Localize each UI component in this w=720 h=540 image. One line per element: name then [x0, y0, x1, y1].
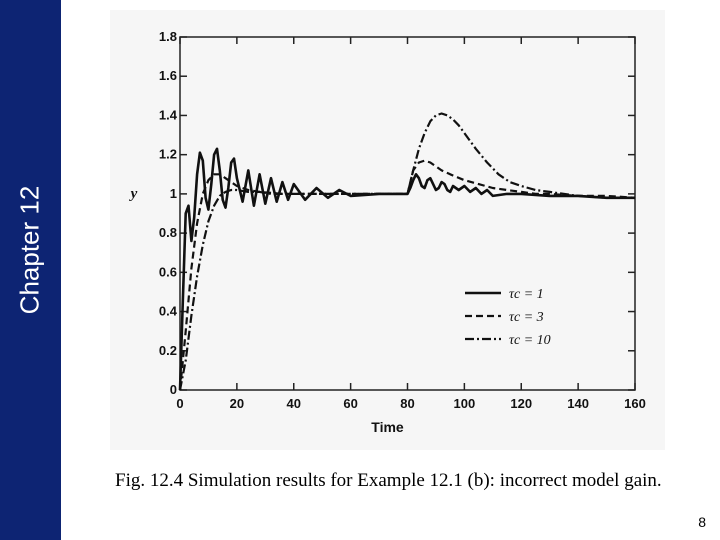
y-tick-label: 1.8: [159, 29, 177, 44]
y-axis-label: y: [129, 186, 138, 202]
chapter-label: Chapter 12: [14, 185, 45, 315]
y-tick-label: 1: [170, 186, 177, 201]
series-line-1: [178, 147, 635, 391]
y-tick-label: 0: [170, 382, 177, 397]
y-tick-label: 0.6: [159, 264, 177, 279]
y-tick-label: 0.2: [159, 343, 177, 358]
page-number: 8: [698, 514, 706, 530]
legend-label-1: τc = 1: [509, 287, 544, 302]
y-tick-label: 1.6: [159, 68, 177, 83]
x-tick-label: 60: [343, 396, 357, 411]
series-line-3: [178, 112, 635, 391]
legend-label-3: τc = 10: [509, 333, 551, 348]
x-tick-label: 160: [624, 396, 646, 411]
y-tick-label: 0.8: [159, 225, 177, 240]
figure-caption: Fig. 12.4 Simulation results for Example…: [115, 470, 662, 491]
y-tick-label: 1.4: [159, 107, 178, 122]
plot-frame: [179, 36, 636, 391]
series-line-2: [178, 159, 636, 391]
x-tick-label: 80: [400, 396, 414, 411]
legend-label-2: τc = 3: [509, 310, 544, 325]
y-tick-label: 0.4: [159, 304, 178, 319]
chapter-sidebar: Chapter 12: [0, 0, 61, 540]
x-tick-label: 120: [510, 396, 532, 411]
y-tick-label: 1.2: [159, 147, 177, 162]
simulation-chart: 0 0.2 0.4 0.6 0.8 1 1.2 1.4 1.6 1.8 0 20 40 60 80 100 12…: [129, 29, 646, 435]
x-tick-label: 100: [454, 396, 476, 411]
figure-panel: 0 0.2 0.4 0.6 0.8 1 1.2 1.4 1.6 1.8 0 20 40 60 80 100 12…: [110, 10, 665, 450]
x-tick-label: 140: [567, 396, 589, 411]
x-tick-label: 0: [176, 396, 183, 411]
x-tick-label: 20: [230, 396, 244, 411]
x-axis-label: Time: [371, 419, 404, 435]
x-tick-label: 40: [287, 396, 301, 411]
